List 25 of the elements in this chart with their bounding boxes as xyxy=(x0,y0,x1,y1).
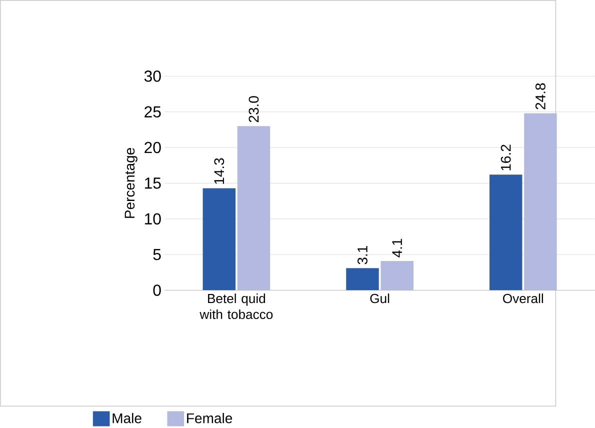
bar xyxy=(202,188,236,290)
data-label: 14.3 xyxy=(214,158,224,184)
y-tick-label: 25 xyxy=(144,106,161,118)
y-tick-label: 30 xyxy=(144,70,161,82)
bar xyxy=(524,113,557,290)
y-tick-label: 0 xyxy=(153,284,161,296)
bar xyxy=(489,174,522,290)
data-label: 16.2 xyxy=(500,144,511,170)
bar xyxy=(380,260,414,290)
bar xyxy=(237,126,270,290)
x-tick-label: Overall xyxy=(503,293,543,304)
data-label: 24.8 xyxy=(535,83,546,110)
y-tick-label: 20 xyxy=(144,142,161,154)
y-tick-label: 5 xyxy=(153,248,161,260)
x-tick-label: Betel quid with tobacco xyxy=(200,293,273,319)
bar xyxy=(346,268,379,290)
y-tick-label: 15 xyxy=(145,178,161,189)
legend-label: Female xyxy=(187,412,232,424)
data-label: 3.1 xyxy=(358,246,368,264)
y-axis-title: Percentage xyxy=(124,148,138,218)
y-tick-label: 10 xyxy=(145,213,161,224)
data-label: 23.0 xyxy=(248,96,259,122)
legend-label: Male xyxy=(112,412,142,424)
data-label: 4.1 xyxy=(392,238,402,258)
x-tick-label: Gul xyxy=(370,293,390,304)
